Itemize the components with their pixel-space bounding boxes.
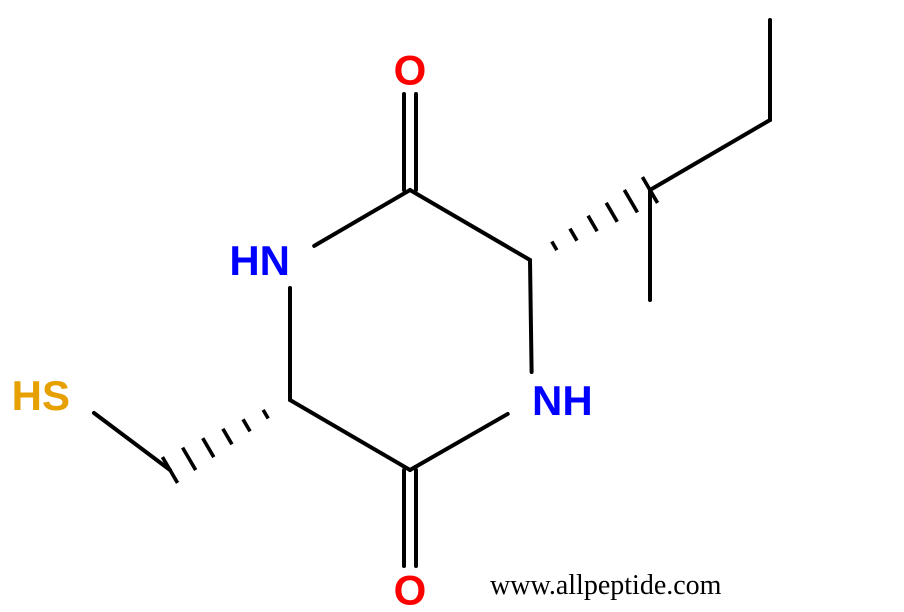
watermark-text: www.allpeptide.com	[490, 570, 722, 601]
bond-single	[410, 414, 508, 470]
atom-O_bottom: O	[394, 567, 427, 612]
bond-single	[650, 120, 770, 190]
bond-hash-wedge	[552, 177, 658, 250]
molecule-diagram: HN NH O O HS www.allpeptide.com	[0, 0, 904, 612]
bond-hash-wedge	[162, 410, 268, 483]
atom-S: HS	[12, 372, 70, 419]
atom-N1: HN	[229, 237, 290, 284]
bond-single	[410, 190, 530, 260]
bond-single	[530, 260, 532, 372]
bond-single	[314, 190, 410, 246]
atom-O_top: O	[394, 47, 427, 94]
bond-single	[94, 413, 170, 470]
bond-single	[290, 400, 410, 470]
atom-N4: NH	[532, 377, 593, 424]
